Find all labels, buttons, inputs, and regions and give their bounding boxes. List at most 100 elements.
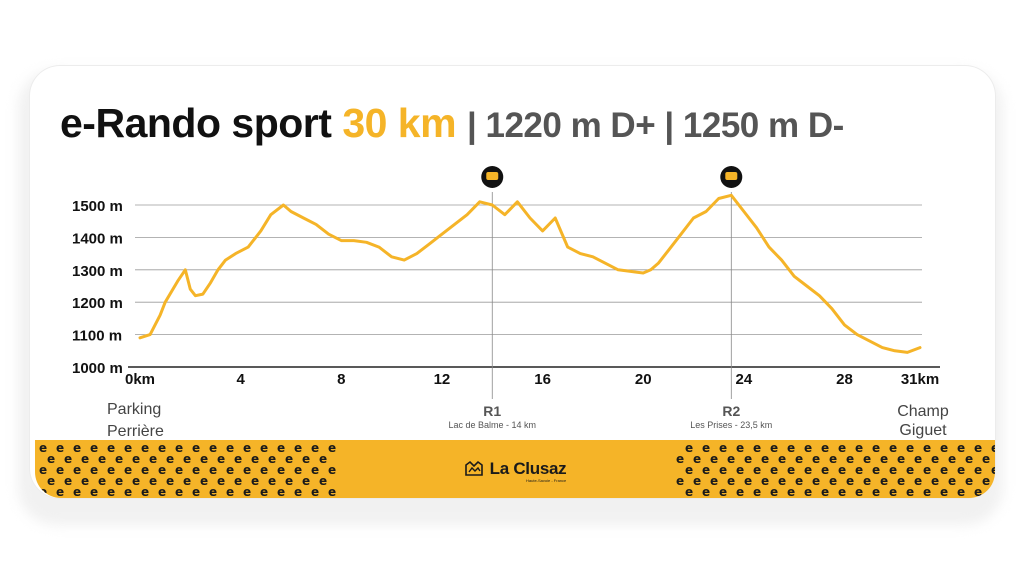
pattern-glyph: e — [855, 441, 863, 455]
pattern-glyph: e — [277, 441, 285, 455]
pattern-glyph: e — [124, 463, 132, 477]
pattern-glyph: e — [957, 441, 965, 455]
pattern-glyph: e — [685, 441, 693, 455]
pattern-glyph: e — [149, 452, 157, 466]
pattern-glyph: e — [166, 474, 174, 488]
pattern-glyph: e — [906, 441, 914, 455]
pattern-glyph: e — [328, 485, 336, 498]
pattern-glyph: e — [90, 441, 98, 455]
pattern-glyph: e — [132, 474, 140, 488]
pattern-glyph: e — [982, 474, 990, 488]
pattern-glyph: e — [753, 485, 761, 498]
pattern-glyph: e — [991, 441, 995, 455]
pattern-glyph: e — [166, 452, 174, 466]
brand-block: La Clusaz Haute-Savoie - France — [378, 440, 652, 498]
pattern-glyph: e — [974, 485, 982, 498]
pattern-glyph: e — [940, 485, 948, 498]
pattern-glyph: e — [243, 463, 251, 477]
pattern-glyph: e — [209, 485, 217, 498]
pattern-glyph: e — [268, 474, 276, 488]
pattern-glyph: e — [192, 441, 200, 455]
end-place-line2: Giguet — [899, 422, 947, 439]
pattern-glyph: e — [141, 441, 149, 455]
pattern-glyph: e — [719, 485, 727, 498]
pattern-glyph: e — [855, 485, 863, 498]
pattern-glyph: e — [294, 485, 302, 498]
pattern-glyph: e — [753, 463, 761, 477]
pattern-glyph: e — [302, 474, 310, 488]
pattern-glyph: e — [64, 452, 72, 466]
x-tick-label: 12 — [434, 371, 451, 388]
end-place-line1: Champ — [897, 403, 949, 420]
mountain-logo-icon — [464, 460, 483, 476]
pattern-glyph: e — [141, 463, 149, 477]
pattern-glyph: e — [226, 485, 234, 498]
x-tick-label: 4 — [236, 371, 245, 388]
pattern-glyph: e — [260, 463, 268, 477]
y-tick-label: 1000 m — [72, 360, 123, 377]
y-tick-label: 1300 m — [72, 263, 123, 280]
pattern-glyph: e — [302, 452, 310, 466]
pattern-glyph: e — [47, 474, 55, 488]
footer-pattern: e e e e e e e e e e e e e e e e e e e e e e e e e e e e e e e e e e e ee e e e… — [39, 441, 995, 498]
pattern-glyph: e — [804, 485, 812, 498]
start-place-line2: Perrière — [107, 423, 164, 440]
pattern-glyph: e — [64, 474, 72, 488]
pattern-glyph: e — [787, 463, 795, 477]
pattern-glyph: e — [838, 485, 846, 498]
x-tick-label: 16 — [534, 371, 551, 388]
pattern-glyph: e — [872, 485, 880, 498]
pattern-glyph: e — [141, 485, 149, 498]
pattern-glyph: e — [200, 474, 208, 488]
pattern-glyph: e — [838, 463, 846, 477]
pattern-glyph: e — [294, 463, 302, 477]
pattern-glyph: e — [821, 485, 829, 498]
pattern-glyph: e — [991, 485, 995, 498]
pattern-glyph: e — [192, 463, 200, 477]
pattern-glyph: e — [974, 441, 982, 455]
pattern-glyph: e — [47, 452, 55, 466]
x-tick-label: 28 — [836, 371, 853, 388]
pattern-glyph: e — [897, 474, 905, 488]
pattern-glyph: e — [217, 452, 225, 466]
pattern-glyph: e — [328, 463, 336, 477]
pattern-glyph: e — [812, 452, 820, 466]
pattern-glyph: e — [209, 463, 217, 477]
pattern-glyph: e — [719, 463, 727, 477]
pattern-glyph: e — [906, 463, 914, 477]
pattern-glyph: e — [98, 474, 106, 488]
pattern-glyph: e — [787, 485, 795, 498]
pattern-glyph: e — [736, 463, 744, 477]
pattern-glyph: e — [838, 441, 846, 455]
brand-tagline: Haute-Savoie - France — [526, 478, 567, 483]
pattern-glyph: e — [175, 463, 183, 477]
pattern-glyph: e — [175, 441, 183, 455]
pattern-glyph: e — [863, 452, 871, 466]
pattern-glyph: e — [693, 474, 701, 488]
pattern-glyph: e — [795, 474, 803, 488]
pattern-glyph: e — [183, 474, 191, 488]
pattern-glyph: e — [243, 485, 251, 498]
pattern-glyph: e — [702, 485, 710, 498]
pattern-glyph: e — [770, 463, 778, 477]
pattern-glyph: e — [710, 474, 718, 488]
pattern-glyph: e — [736, 485, 744, 498]
refuel-label: R1 — [483, 403, 501, 419]
pattern-glyph: e — [226, 441, 234, 455]
pattern-glyph: e — [115, 474, 123, 488]
pattern-glyph: e — [90, 485, 98, 498]
pattern-glyph: e — [311, 441, 319, 455]
pattern-glyph: e — [880, 452, 888, 466]
pattern-glyph: e — [217, 474, 225, 488]
pattern-glyph: e — [931, 474, 939, 488]
pattern-glyph: e — [889, 441, 897, 455]
pattern-glyph: e — [804, 441, 812, 455]
pattern-glyph: e — [158, 485, 166, 498]
pattern-glyph: e — [812, 474, 820, 488]
pattern-glyph: e — [277, 463, 285, 477]
pattern-glyph: e — [124, 441, 132, 455]
refuel-label: R2 — [722, 403, 740, 419]
pattern-glyph: e — [770, 485, 778, 498]
pattern-glyph: e — [98, 452, 106, 466]
